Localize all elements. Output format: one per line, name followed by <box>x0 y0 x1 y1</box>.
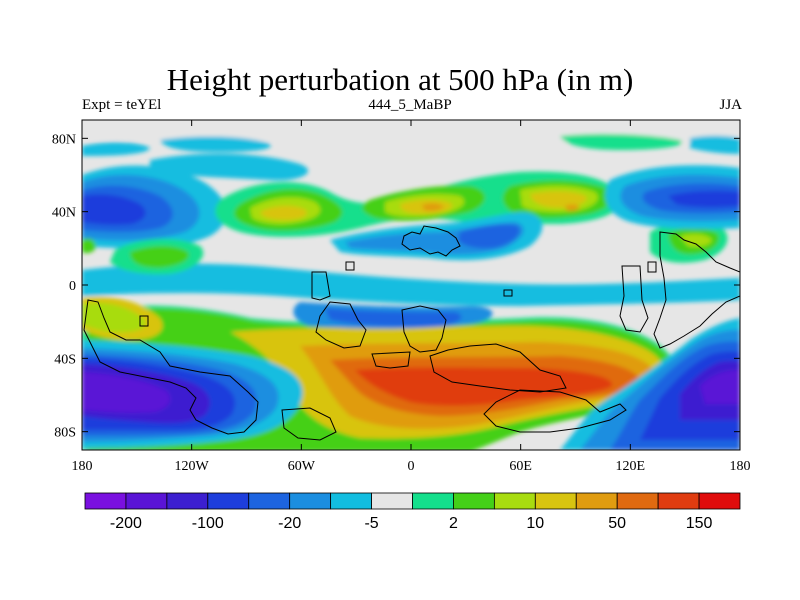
colorbar: -200 -100 -20 -5 2 10 50 150 <box>84 492 741 532</box>
lon-tick-label: 120E <box>616 459 646 474</box>
colorbar-swatch <box>616 492 659 510</box>
height-field <box>82 120 740 450</box>
colorbar-label: -5 <box>364 515 378 532</box>
lat-tick-label: 40N <box>52 206 76 221</box>
colorbar-swatch <box>166 492 209 510</box>
colorbar-swatch <box>534 492 577 510</box>
colorbar-swatch <box>371 492 413 510</box>
experiment-label: Expt = teYEl <box>82 97 162 113</box>
lon-tick-label: 60E <box>509 459 532 474</box>
lon-tick-label: 180 <box>730 459 751 474</box>
lon-tick-label: 180 <box>72 459 93 474</box>
lon-tick-label: 120W <box>175 459 210 474</box>
colorbar-swatch <box>493 492 536 510</box>
colorbar-swatch <box>248 492 291 510</box>
colorbar-label: -100 <box>192 515 224 532</box>
colorbar-swatch <box>207 492 250 510</box>
lat-tick-label: 80N <box>52 132 76 147</box>
colorbar-swatch <box>84 492 127 510</box>
colorbar-label: 10 <box>526 515 544 532</box>
colorbar-swatch <box>698 492 741 510</box>
lat-tick-label: 80S <box>54 426 76 441</box>
colorbar-swatch <box>330 492 372 510</box>
colorbar-swatch <box>575 492 618 510</box>
colorbar-label: 150 <box>686 515 713 532</box>
colorbar-label: -200 <box>110 515 142 532</box>
colorbar-swatch <box>289 492 332 510</box>
season-label: JJA <box>719 97 742 113</box>
colorbar-swatch <box>125 492 168 510</box>
longitude-axis: 180 120W 60W 0 60E 120E 180 <box>72 120 751 474</box>
lat-tick-label: 0 <box>69 279 76 294</box>
lon-tick-label: 60W <box>288 459 316 474</box>
chart-title: Height perturbation at 500 hPa (in m) <box>166 62 634 97</box>
colorbar-label: 50 <box>608 515 626 532</box>
colorbar-swatch <box>453 492 495 510</box>
colorbar-label: -20 <box>278 515 301 532</box>
colorbar-label: 2 <box>449 515 458 532</box>
period-label: 444_5_MaBP <box>368 97 452 113</box>
lat-tick-label: 40S <box>54 352 76 367</box>
lon-tick-label: 0 <box>408 459 415 474</box>
coastline-outline <box>83 225 740 441</box>
colorbar-swatch <box>412 492 454 510</box>
latitude-axis: 80N 40N 0 40S 80S <box>52 132 740 441</box>
colorbar-swatch <box>657 492 700 510</box>
